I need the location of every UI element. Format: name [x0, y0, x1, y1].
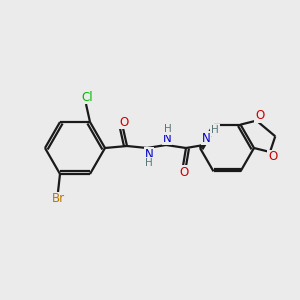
Text: Br: Br: [51, 193, 64, 206]
Text: Cl: Cl: [81, 91, 93, 103]
Text: H: H: [211, 125, 219, 135]
Text: O: O: [119, 116, 129, 128]
Text: N: N: [163, 131, 171, 145]
Text: N: N: [202, 131, 210, 145]
Text: O: O: [268, 151, 278, 164]
Text: H: H: [164, 124, 172, 134]
Text: N: N: [145, 148, 153, 160]
Text: H: H: [145, 158, 153, 168]
Text: O: O: [255, 109, 264, 122]
Text: O: O: [179, 166, 189, 178]
